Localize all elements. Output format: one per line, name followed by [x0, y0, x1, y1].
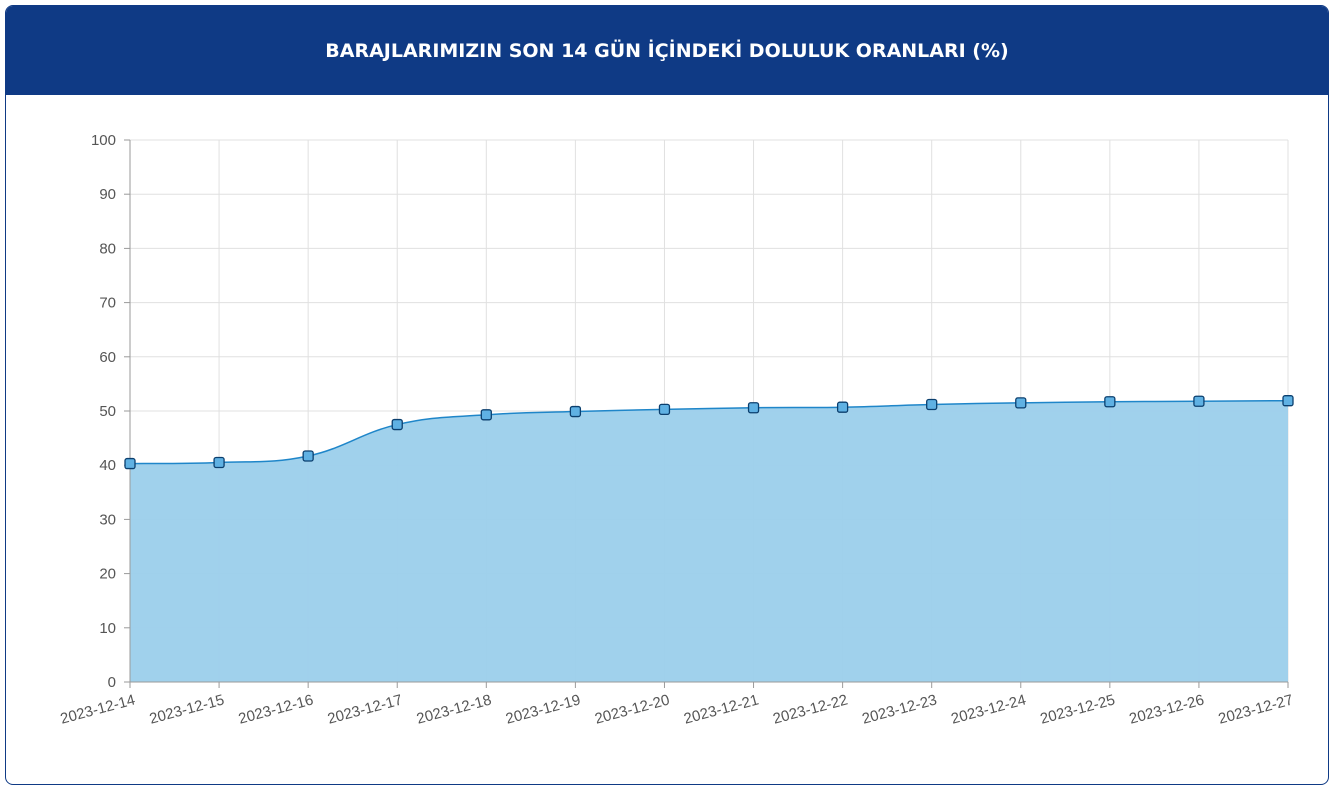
- x-tick-label: 2023-12-17: [326, 691, 405, 727]
- x-tick-label: 2023-12-18: [415, 691, 494, 727]
- data-point: [213, 456, 225, 469]
- y-tick-label: 50: [99, 403, 116, 420]
- x-axis-ticks: 2023-12-14 2023-12-15 2023-12-16 2023-12-17…: [59, 691, 1296, 727]
- x-tick-label: 2023-12-26: [1127, 691, 1206, 727]
- data-point: [302, 450, 314, 462]
- data-point: [480, 409, 492, 421]
- x-tick-label: 2023-12-25: [1038, 691, 1117, 727]
- data-point: [1015, 397, 1027, 409]
- y-tick-label: 70: [99, 295, 116, 312]
- data-points: [124, 395, 1294, 470]
- axes: [124, 139, 1289, 688]
- data-point: [1193, 395, 1205, 407]
- data-point: [1282, 395, 1294, 407]
- y-tick-label: 100: [91, 132, 116, 149]
- x-tick-label: 2023-12-22: [771, 691, 850, 727]
- y-tick-label: 20: [99, 566, 116, 583]
- y-tick-label: 40: [99, 457, 116, 474]
- series-area: [129, 399, 1289, 682]
- y-tick-label: 0: [108, 674, 116, 691]
- x-tick-label: 2023-12-19: [504, 691, 583, 727]
- chart-header: BARAJLARIMIZIN SON 14 GÜN İÇİNDEKİ DOLUL…: [6, 6, 1328, 95]
- x-tick-label: 2023-12-20: [593, 691, 672, 727]
- data-point: [658, 403, 671, 416]
- y-tick-label: 10: [99, 620, 116, 637]
- y-tick-label: 90: [99, 186, 116, 203]
- y-tick-label: 30: [99, 511, 116, 528]
- x-tick-label: 2023-12-21: [682, 691, 761, 727]
- data-point: [926, 398, 938, 411]
- data-point: [747, 402, 760, 414]
- x-tick-label: 2023-12-23: [860, 691, 939, 727]
- data-point: [836, 401, 849, 413]
- series-line: [129, 399, 1289, 465]
- data-point: [569, 405, 582, 418]
- chart-title: BARAJLARIMIZIN SON 14 GÜN İÇİNDEKİ DOLUL…: [325, 39, 1009, 62]
- x-tick-label: 2023-12-24: [949, 691, 1028, 727]
- y-tick-label: 80: [99, 240, 116, 257]
- data-point: [1104, 396, 1116, 408]
- series-fill: [130, 400, 1288, 682]
- data-point: [124, 457, 136, 470]
- x-tick-label: 2023-12-27: [1217, 691, 1296, 727]
- x-tick-label: 2023-12-15: [148, 691, 227, 727]
- x-tick-label: 2023-12-16: [237, 691, 316, 727]
- y-axis-ticks: 0 10 20 30 40 50 60 70 80 90 100: [91, 132, 116, 691]
- x-tick-label: 2023-12-14: [59, 691, 138, 727]
- y-tick-label: 60: [99, 349, 116, 366]
- data-point: [391, 418, 403, 431]
